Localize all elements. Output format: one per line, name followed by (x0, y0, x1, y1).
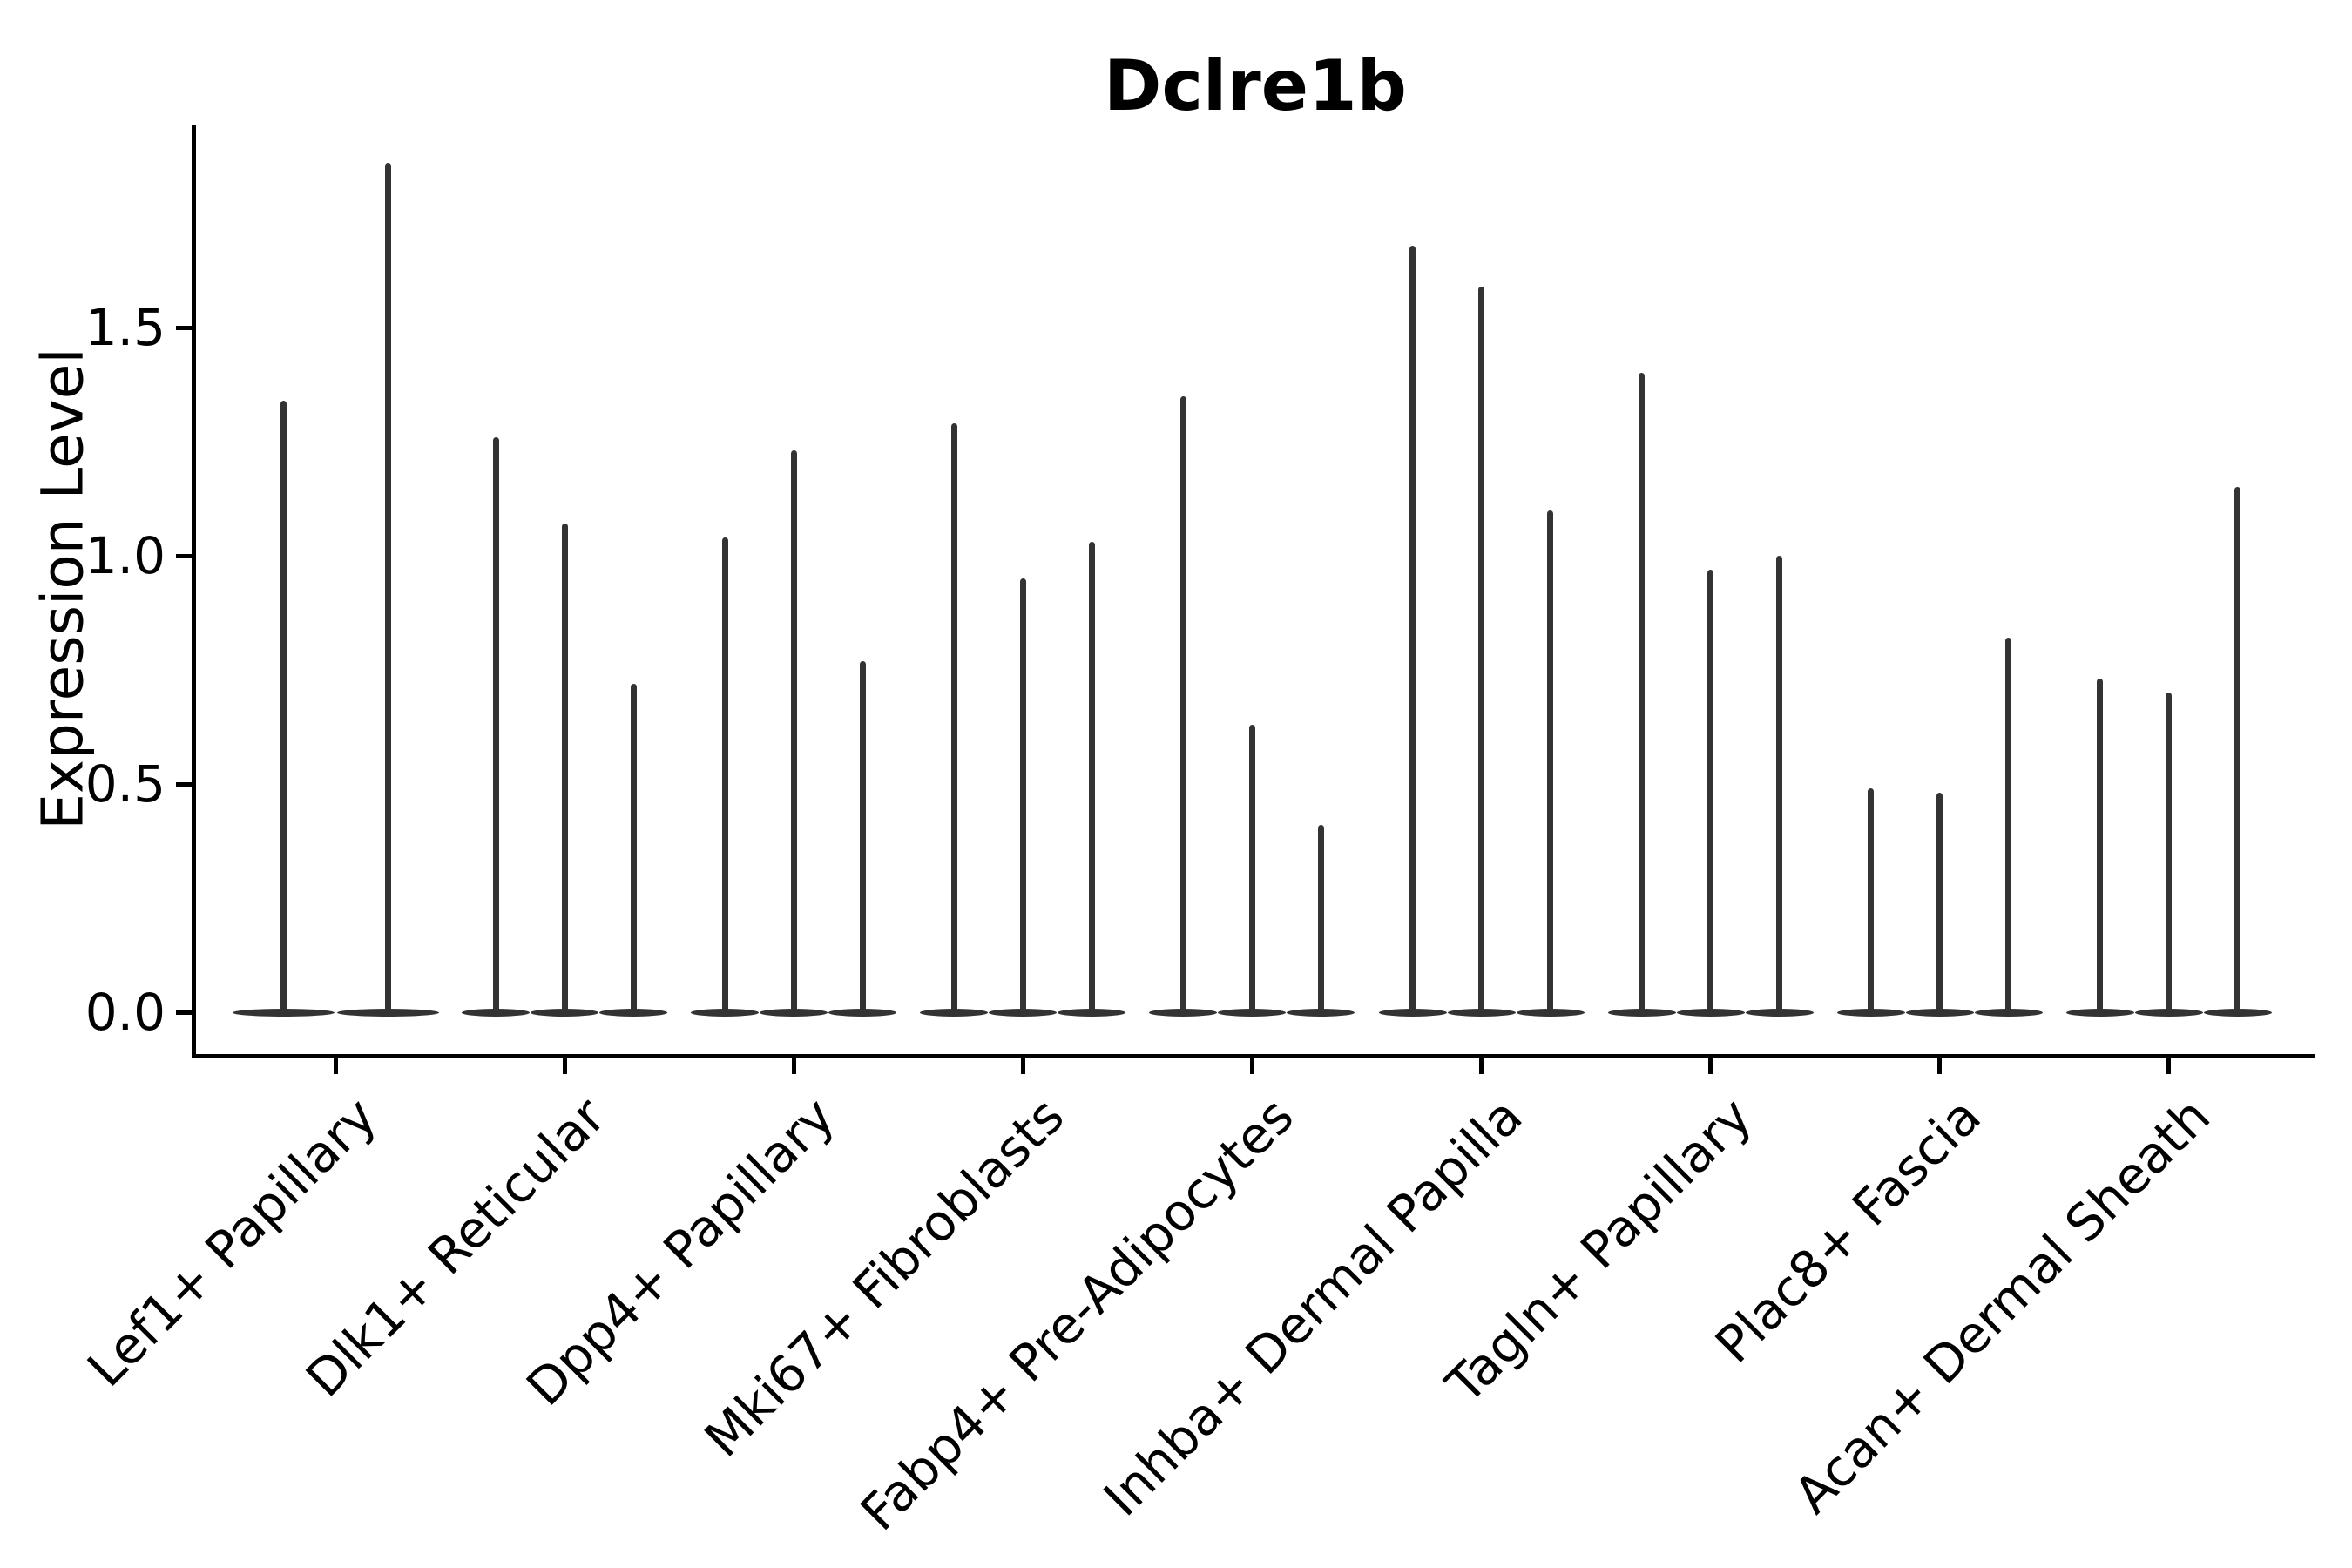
violin-base (1149, 1008, 1218, 1017)
y-tick-mark (176, 781, 192, 787)
violin-base (599, 1008, 668, 1017)
violin-base (1836, 1008, 1905, 1017)
violin-spike (1478, 286, 1484, 1012)
violin-spike (721, 537, 728, 1012)
x-tick-mark (1708, 1058, 1713, 1074)
violin-spike (492, 436, 499, 1012)
x-tick-label: Acan+ Dermal Sheath (1782, 1086, 2221, 1525)
violin-base (1447, 1008, 1516, 1017)
violin-base (1516, 1008, 1585, 1017)
x-tick-mark (1020, 1058, 1025, 1074)
violin-spike (950, 423, 957, 1012)
violin-spike (2005, 638, 2012, 1012)
violin-base (1378, 1008, 1447, 1017)
violin-spike (790, 450, 797, 1012)
violin-base (1218, 1008, 1287, 1017)
y-axis-spine (192, 125, 196, 1058)
violin-spike (2166, 693, 2173, 1012)
violin-spike (1317, 825, 1324, 1012)
x-axis-spine (192, 1054, 2315, 1058)
y-tick-mark (176, 1010, 192, 1015)
x-tick-mark (333, 1058, 338, 1074)
y-tick-mark (176, 325, 192, 330)
chart-title: Dclre1b (1104, 45, 1407, 126)
x-tick-mark (1249, 1058, 1254, 1074)
violin-base (989, 1008, 1058, 1017)
violin-base (1974, 1008, 2043, 1017)
violin-spike (561, 524, 568, 1012)
violin-base (1676, 1008, 1745, 1017)
violin-spike (384, 163, 391, 1012)
violin-base (1058, 1008, 1126, 1017)
y-tick-mark (176, 553, 192, 558)
x-tick-mark (562, 1058, 567, 1074)
violin-spike (1179, 395, 1186, 1012)
violin-spike (859, 660, 866, 1012)
x-tick-label: Inhba+ Dermal Papilla (1092, 1086, 1534, 1528)
violin-spike (1639, 373, 1646, 1012)
violin-base (232, 1008, 335, 1017)
y-tick-label: 1.0 (84, 526, 166, 585)
x-tick-mark (1479, 1058, 1484, 1074)
violin-spike (1776, 556, 1783, 1012)
x-tick-mark (791, 1058, 796, 1074)
violin-base (2134, 1008, 2203, 1017)
violin-base (1745, 1008, 1814, 1017)
violin-base (920, 1008, 989, 1017)
y-tick-label: 0.5 (84, 754, 166, 814)
violin-spike (1936, 793, 1943, 1012)
violin-spike (1707, 569, 1714, 1012)
violin-base (462, 1008, 531, 1017)
violin-spike (2097, 679, 2104, 1012)
violin-spike (1248, 724, 1255, 1012)
violin-spike (2234, 487, 2241, 1012)
x-tick-label: Fabp4+ Pre-Adipocytes (848, 1086, 1305, 1543)
violin-base (336, 1008, 439, 1017)
violin-base (691, 1008, 760, 1017)
x-tick-mark (2166, 1058, 2172, 1074)
y-tick-label: 0.0 (84, 983, 166, 1042)
violin-spike (630, 683, 637, 1012)
violin-spike (1547, 510, 1553, 1012)
violin-base (828, 1008, 897, 1017)
x-tick-mark (1937, 1058, 1943, 1074)
violin-base (1607, 1008, 1676, 1017)
violin-spike (1019, 578, 1026, 1012)
violin-spike (1868, 788, 1875, 1012)
violin-base (2203, 1008, 2272, 1017)
violin-base (1905, 1008, 1974, 1017)
violin-base (531, 1008, 599, 1017)
violin-spike (1409, 245, 1416, 1012)
violin-spike (1088, 542, 1095, 1012)
violin-base (2065, 1008, 2134, 1017)
violin-base (760, 1008, 828, 1017)
violin-spike (280, 400, 287, 1012)
y-tick-label: 1.5 (84, 298, 166, 357)
violin-base (1287, 1008, 1355, 1017)
